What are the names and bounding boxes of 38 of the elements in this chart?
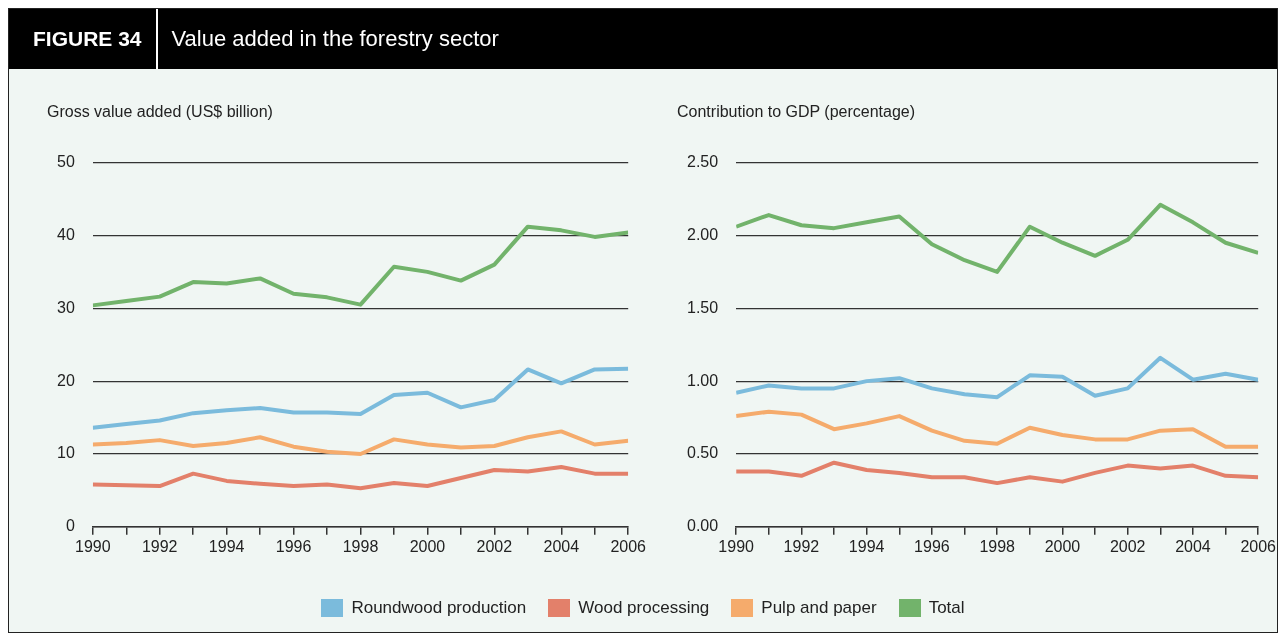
- x-tick-label: 2004: [1175, 537, 1211, 555]
- x-tick-label: 1998: [979, 537, 1016, 555]
- x-tick-label: 1994: [848, 537, 885, 555]
- x-tick-label: 2002: [476, 537, 513, 555]
- y-tick-label: 0: [65, 517, 75, 535]
- y-tick-label: 1.50: [687, 298, 719, 316]
- chart-subtitle: Value added in the forestry sector: [170, 26, 499, 52]
- y-tick-label: 1.00: [687, 371, 719, 389]
- y-tick-label: 0.00: [687, 517, 719, 535]
- x-tick-label: 2000: [409, 537, 446, 555]
- y-tick-label: 2.50: [687, 153, 719, 171]
- y-tick-label: 20: [57, 371, 75, 389]
- y-tick-label: 50: [57, 153, 75, 171]
- x-tick-label: 1990: [718, 537, 755, 555]
- x-tick-label: 1990: [75, 537, 111, 555]
- legend-label: Roundwood production: [351, 598, 527, 618]
- y-axis-title: Contribution to GDP (percentage): [677, 103, 917, 121]
- y-tick-label: 2.00: [687, 225, 719, 243]
- x-tick-label: 2004: [543, 537, 580, 555]
- x-tick-label: 1996: [914, 537, 950, 555]
- y-tick-label: 10: [57, 444, 75, 462]
- y-tick-label: 30: [57, 298, 75, 316]
- y-axis-title: Gross value added (US$ billion): [47, 103, 274, 121]
- y-tick-label: 0.50: [687, 444, 719, 462]
- x-tick-label: 1992: [783, 537, 820, 555]
- y-tick-label: 40: [57, 225, 75, 243]
- x-tick-label: 2002: [1109, 537, 1146, 555]
- x-tick-label: 2006: [610, 537, 647, 555]
- x-tick-label: 1996: [275, 537, 312, 555]
- legend-label: Wood processing: [578, 598, 710, 618]
- x-tick-label: 2006: [1240, 537, 1277, 555]
- chart-title: FIGURE 34: [9, 9, 158, 69]
- x-tick-label: 1992: [141, 537, 178, 555]
- legend-label: Total: [928, 598, 965, 618]
- x-tick-label: 1994: [208, 537, 245, 555]
- x-tick-label: 2000: [1044, 537, 1081, 555]
- legend-label: Pulp and paper: [761, 598, 877, 618]
- x-tick-label: 1998: [342, 537, 379, 555]
